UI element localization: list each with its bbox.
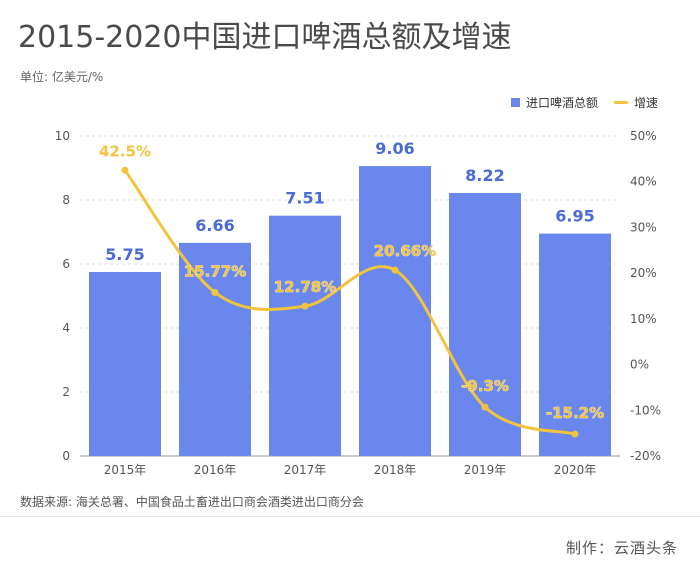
right-axis-tick-label: 0% <box>630 358 649 372</box>
bar-value-label: 6.66 <box>195 216 234 235</box>
growth-point <box>391 266 399 274</box>
left-axis-tick-label: 10 <box>55 129 70 143</box>
bar <box>89 272 161 456</box>
bar-value-label: 9.06 <box>375 139 414 158</box>
data-source-note: 数据来源: 海关总署、中国食品土畜进出口商会酒类进出口商分会 <box>20 495 364 509</box>
growth-point <box>481 403 489 411</box>
growth-value-label: 15.77% <box>184 262 246 280</box>
growth-point <box>571 430 579 438</box>
legend-item-total: 进口啤酒总额 <box>510 94 598 111</box>
bar-value-label: 7.51 <box>285 189 324 208</box>
footer-divider <box>0 516 700 517</box>
bar-value-label: 6.95 <box>555 207 594 226</box>
credit-label: 制作：云酒头条 <box>565 539 678 557</box>
left-axis-tick-label: 2 <box>62 385 70 399</box>
x-axis-tick-label: 2016年 <box>194 463 237 477</box>
chart-plot: 0 2 4 6 8 10 -20% -10% 0% 10% 20% 30% 40% 50% 5.75 6.66… <box>55 129 661 477</box>
growth-value-label: 42.5% <box>99 142 151 160</box>
x-axis-tick-label: 2015年 <box>104 463 147 477</box>
legend-label-growth: 增速 <box>633 96 658 110</box>
x-axis-tick-label: 2020年 <box>554 463 597 477</box>
left-axis-tick-label: 8 <box>62 193 70 207</box>
legend-line-swatch <box>613 101 628 104</box>
growth-point <box>301 302 309 310</box>
growth-value-label: 20.66% <box>374 242 436 260</box>
legend-item-growth: 增速 <box>613 94 658 111</box>
growth-line <box>123 169 576 436</box>
bar <box>359 166 431 456</box>
left-axis-tick-label: 4 <box>62 321 70 335</box>
bar-value-label: 8.22 <box>465 166 504 185</box>
x-axis-tick-label: 2018年 <box>374 463 417 477</box>
bar <box>179 242 251 456</box>
right-axis-tick-label: 40% <box>630 175 657 189</box>
right-axis-tick-label: 50% <box>630 129 657 143</box>
right-axis-tick-label: -10% <box>630 403 661 417</box>
growth-value-label: 12.78% <box>274 278 336 296</box>
right-axis-tick-label: 10% <box>630 312 657 326</box>
unit-label: 单位: 亿美元/% <box>20 70 104 84</box>
growth-value-label: -9.3% <box>461 377 509 395</box>
x-axis-tick-label: 2017年 <box>284 463 327 477</box>
chart-legend: 进口啤酒总额 增速 <box>510 94 658 111</box>
right-axis-tick-label: 20% <box>630 266 657 280</box>
bar <box>269 215 341 456</box>
chart-title: 2015-2020中国进口啤酒总额及增速 <box>18 20 512 55</box>
growth-point <box>211 288 219 296</box>
bar <box>449 192 521 456</box>
legend-bar-swatch <box>510 98 520 107</box>
right-axis-tick-label: 30% <box>630 220 657 234</box>
legend-label-total: 进口啤酒总额 <box>525 96 598 110</box>
growth-point <box>121 166 129 174</box>
bar-value-label: 5.75 <box>105 245 144 264</box>
bar <box>539 233 611 456</box>
left-axis-tick-label: 0 <box>62 449 70 463</box>
growth-value-label: -15.2% <box>546 404 604 422</box>
x-axis-tick-label: 2019年 <box>464 463 507 477</box>
right-axis-tick-label: -20% <box>630 449 661 463</box>
left-axis-tick-label: 6 <box>62 257 70 271</box>
